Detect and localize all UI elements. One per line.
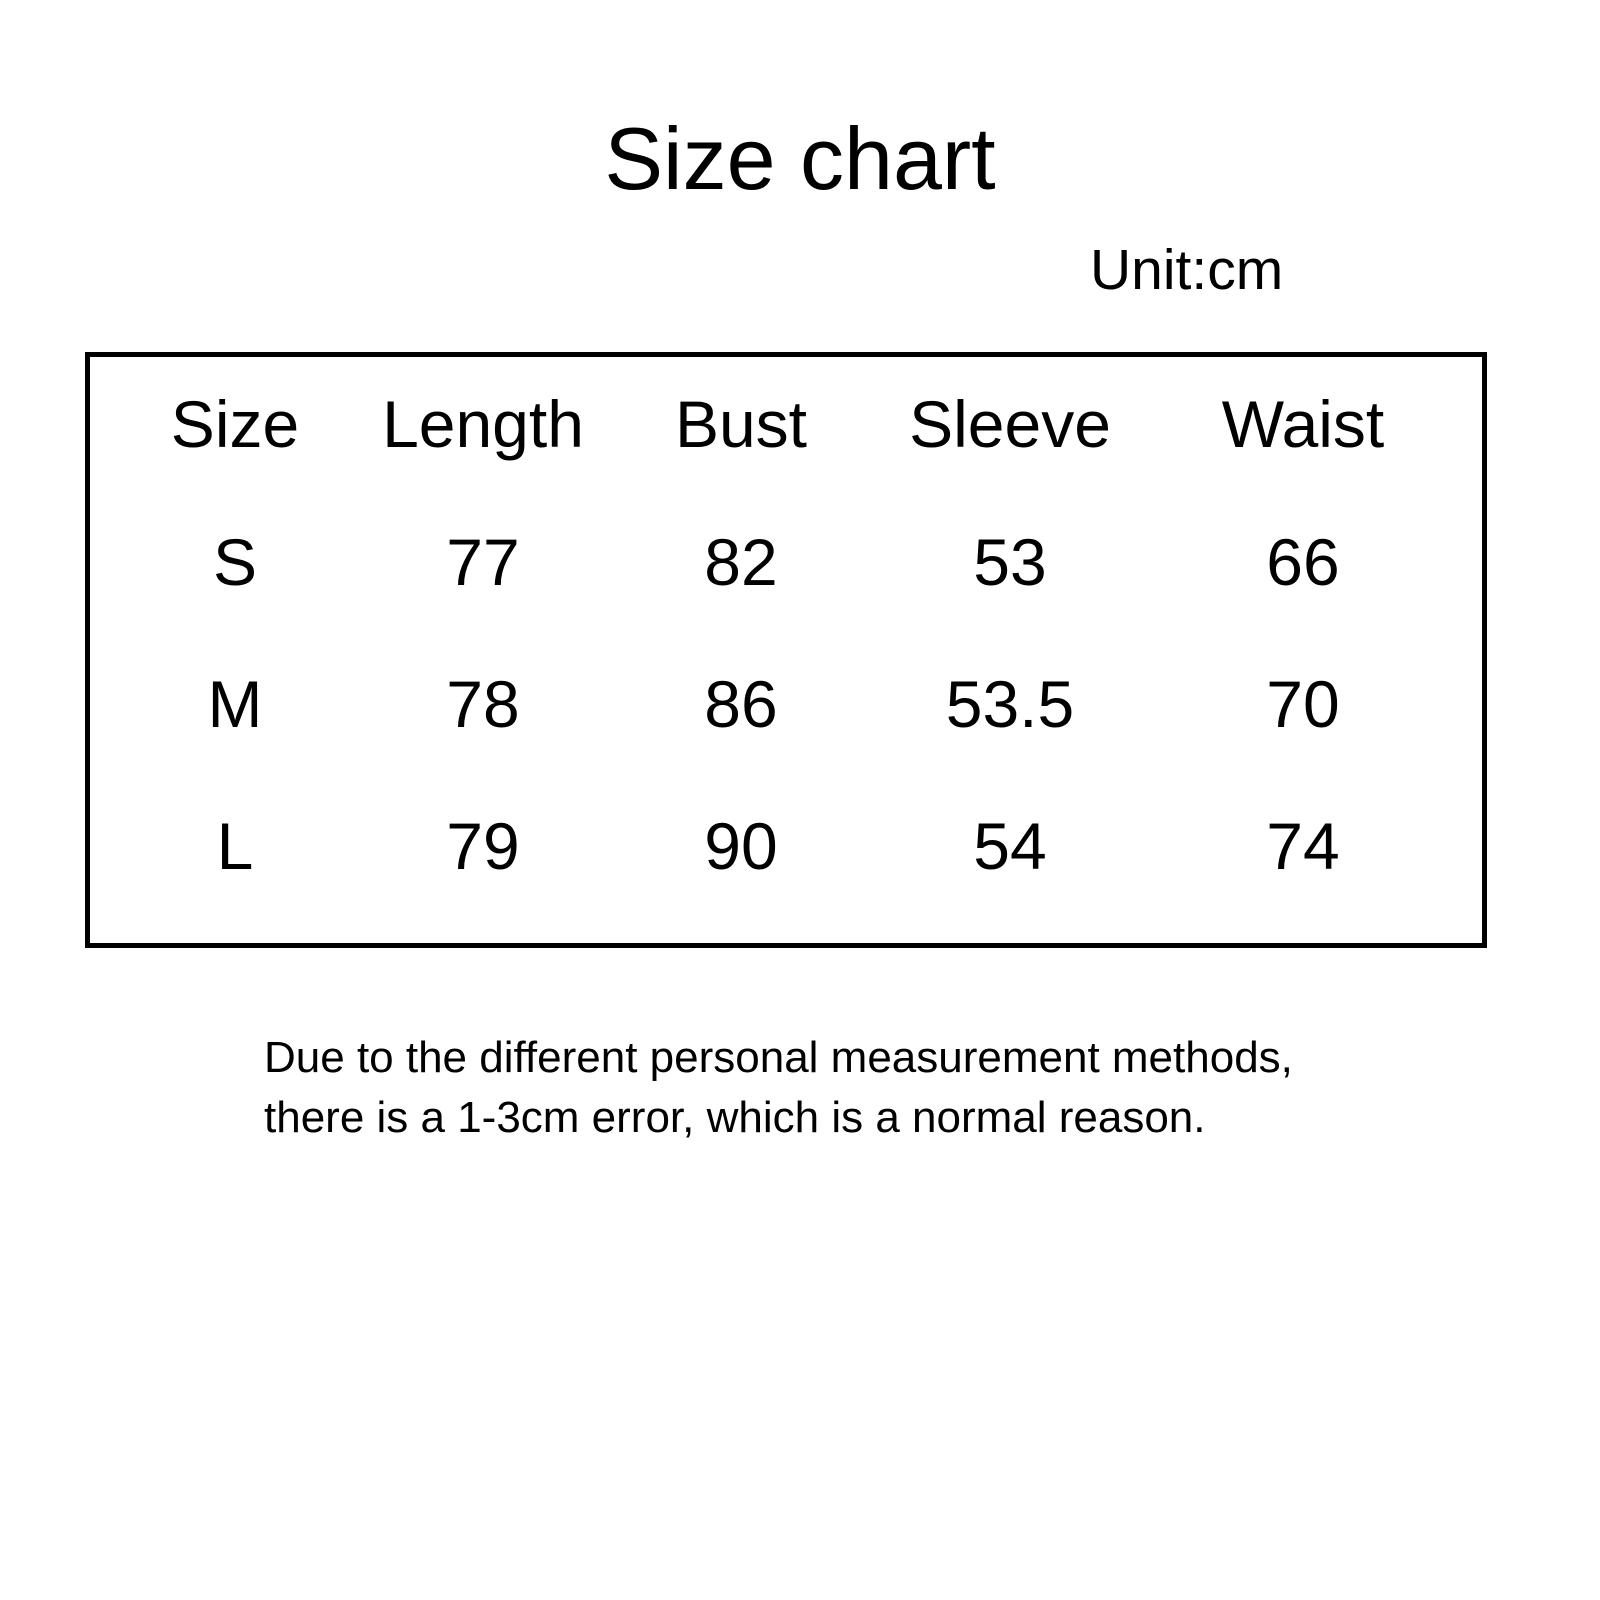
- table-cell-size: L: [216, 809, 254, 883]
- table-row-l: L 79 90 54 74: [90, 775, 1482, 917]
- table-header-cell-sleeve: Sleeve: [909, 387, 1111, 461]
- table-cell-waist: 74: [1266, 809, 1340, 883]
- table-row-s: S 77 82 53 66: [90, 491, 1482, 633]
- size-chart-table: Size Length Bust Sleeve Waist S 77 82 53…: [85, 352, 1487, 948]
- table-cell-length: 78: [446, 667, 520, 741]
- table-cell-bust: 90: [704, 809, 778, 883]
- table-header-cell-size: Size: [170, 387, 300, 461]
- table-header-cell-bust: Bust: [674, 387, 808, 461]
- table-header-row: Size Length Bust Sleeve Waist: [90, 357, 1482, 491]
- note-line-1: Due to the different personal measuremen…: [264, 1033, 1293, 1082]
- table-header-cell-waist: Waist: [1221, 387, 1385, 461]
- table-cell-size: S: [212, 525, 258, 599]
- table-cell-waist: 66: [1266, 525, 1340, 599]
- note-line-2: there is a 1-3cm error, which is a norma…: [264, 1093, 1206, 1142]
- table-cell-sleeve: 53: [973, 525, 1047, 599]
- table-cell-size: M: [207, 667, 263, 741]
- table-row-m: M 78 86 53.5 70: [90, 633, 1482, 775]
- table-cell-length: 77: [446, 525, 520, 599]
- table-cell-length: 79: [446, 809, 520, 883]
- table-cell-sleeve: 53.5: [945, 667, 1075, 741]
- measurement-note: Due to the different personal measuremen…: [264, 1028, 1293, 1148]
- table-cell-waist: 70: [1266, 667, 1340, 741]
- page-title: Size chart: [604, 109, 996, 208]
- table-cell-bust: 82: [704, 525, 778, 599]
- table-cell-bust: 86: [704, 667, 778, 741]
- unit-label: Unit:cm: [1090, 238, 1284, 302]
- table-header-cell-length: Length: [382, 387, 584, 461]
- table-cell-sleeve: 54: [973, 809, 1047, 883]
